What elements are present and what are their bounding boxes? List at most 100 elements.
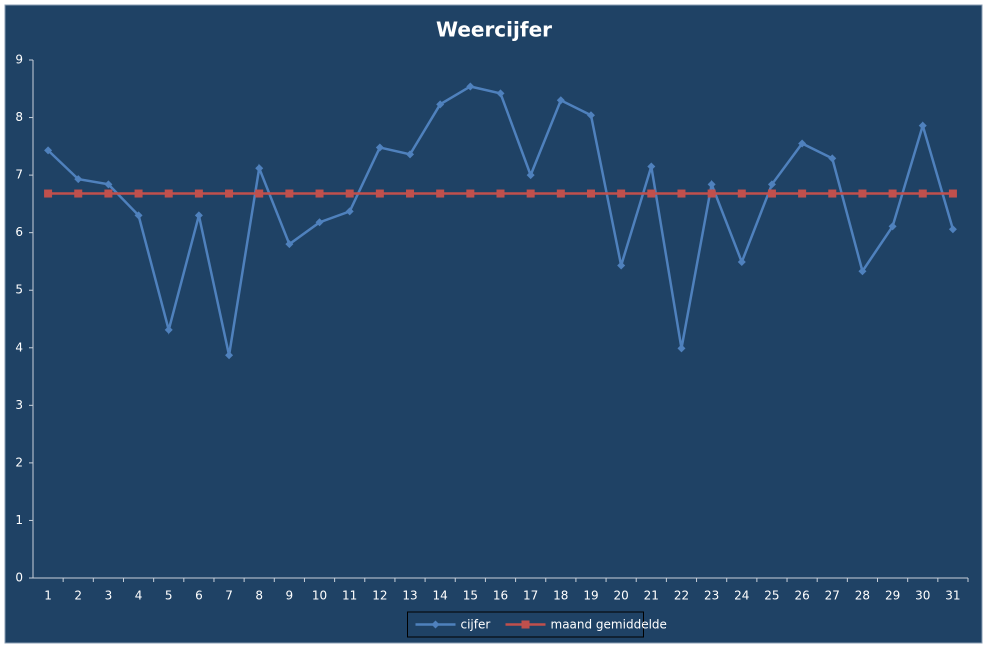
data-point (586, 189, 595, 198)
data-point (858, 267, 867, 276)
y-tick-label: 7 (15, 168, 23, 182)
data-point (164, 189, 173, 198)
y-tick-label: 9 (15, 53, 23, 67)
data-point (526, 171, 535, 180)
x-tick-label: 12 (372, 589, 387, 603)
data-point (375, 189, 384, 198)
data-point (918, 121, 927, 130)
x-tick-label: 27 (825, 589, 840, 603)
data-point (406, 150, 415, 159)
data-point (285, 240, 294, 249)
legend-marker (431, 620, 440, 629)
data-point (647, 162, 656, 171)
data-point (617, 189, 626, 198)
x-tick-label: 21 (644, 589, 659, 603)
x-tick-label: 3 (105, 589, 113, 603)
data-point (104, 180, 113, 189)
x-tick-label: 25 (764, 589, 779, 603)
x-tick-label: 30 (915, 589, 930, 603)
x-tick-label: 19 (583, 589, 598, 603)
x-tick-label: 31 (945, 589, 960, 603)
data-point (436, 100, 445, 109)
data-point (798, 139, 807, 148)
data-point (707, 189, 716, 198)
data-point (677, 344, 686, 353)
data-point (828, 154, 837, 163)
data-point (164, 325, 173, 334)
legend-box (407, 611, 644, 638)
data-point (737, 258, 746, 267)
y-tick-label: 5 (15, 283, 23, 297)
data-point (255, 164, 264, 173)
x-tick-label: 28 (855, 589, 870, 603)
data-point (406, 189, 415, 198)
data-point (194, 189, 203, 198)
data-point (436, 189, 445, 198)
data-point (647, 189, 656, 198)
data-point (104, 189, 113, 198)
data-point (767, 180, 776, 189)
data-point (858, 189, 867, 198)
y-tick-label: 1 (15, 513, 23, 527)
y-tick-label: 0 (15, 571, 23, 585)
y-tick-label: 8 (15, 110, 23, 124)
y-tick-label: 6 (15, 225, 23, 239)
data-point (496, 189, 505, 198)
data-point (134, 189, 143, 198)
data-point (918, 189, 927, 198)
x-tick-label: 26 (794, 589, 809, 603)
data-point (677, 189, 686, 198)
data-point (828, 189, 837, 198)
data-point (194, 211, 203, 220)
x-tick-label: 1 (44, 589, 52, 603)
x-tick-label: 29 (885, 589, 900, 603)
x-tick-label: 4 (135, 589, 143, 603)
x-tick-label: 11 (342, 589, 357, 603)
x-tick-label: 16 (493, 589, 508, 603)
x-tick-label: 14 (433, 589, 448, 603)
x-tick-label: 8 (255, 589, 263, 603)
data-point (737, 189, 746, 198)
legend-marker (521, 620, 530, 629)
data-point (888, 189, 897, 198)
data-point (948, 225, 957, 234)
data-point (767, 189, 776, 198)
x-tick-label: 6 (195, 589, 203, 603)
data-point (798, 189, 807, 198)
y-tick-label: 3 (15, 398, 23, 412)
x-tick-label: 2 (74, 589, 82, 603)
x-tick-label: 22 (674, 589, 689, 603)
data-point (74, 175, 83, 184)
data-point (134, 211, 143, 220)
data-point (948, 189, 957, 198)
data-point (315, 218, 324, 227)
legend-label: cijfer (461, 618, 491, 632)
y-tick-label: 2 (15, 455, 23, 469)
data-point (255, 189, 264, 198)
data-point (375, 143, 384, 152)
data-point (496, 89, 505, 98)
data-point (44, 146, 53, 155)
data-point (888, 222, 897, 231)
legend-label: maand gemiddelde (551, 618, 667, 632)
data-point (526, 189, 535, 198)
data-point (345, 189, 354, 198)
x-tick-label: 9 (286, 589, 294, 603)
data-point (466, 189, 475, 198)
x-tick-label: 23 (704, 589, 719, 603)
data-point (586, 111, 595, 120)
data-point (345, 207, 354, 216)
data-point (74, 189, 83, 198)
data-point (617, 261, 626, 270)
chart-background (4, 4, 983, 644)
data-point (315, 189, 324, 198)
data-point (556, 96, 565, 105)
x-tick-label: 18 (553, 589, 568, 603)
x-tick-label: 13 (402, 589, 417, 603)
x-tick-label: 7 (225, 589, 233, 603)
data-point (285, 189, 294, 198)
data-point (556, 189, 565, 198)
x-tick-label: 15 (463, 589, 478, 603)
